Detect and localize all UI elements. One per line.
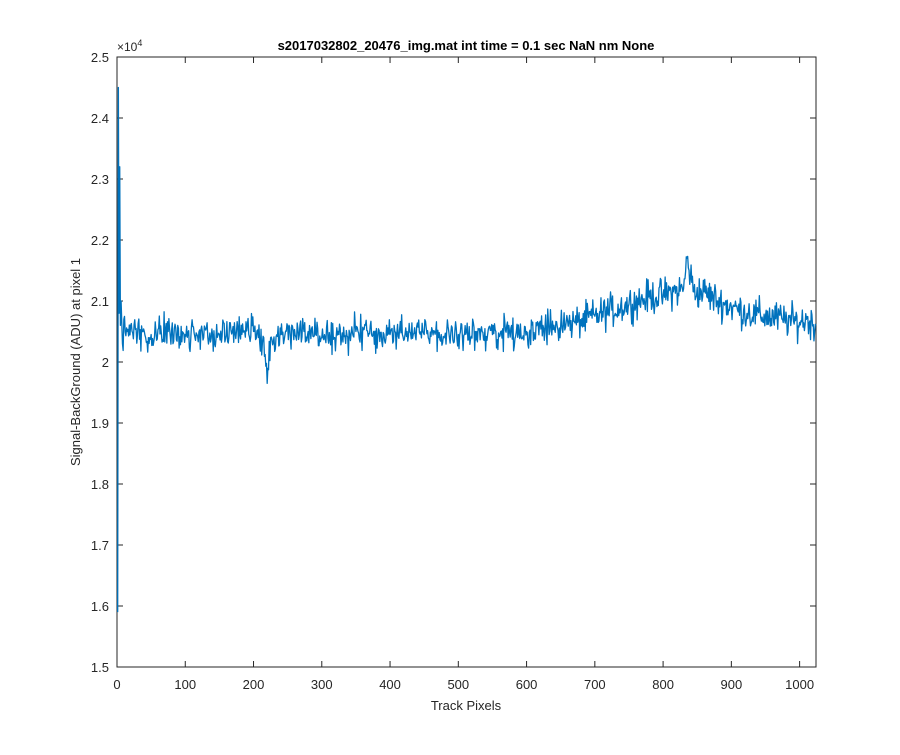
y-tick-label: 2.1 [91,294,109,309]
y-tick-label: 1.8 [91,477,109,492]
y-tick-label: 2.3 [91,172,109,187]
y-tick-label: 2.5 [91,50,109,65]
x-tick-label: 500 [447,677,469,692]
x-tick-label: 900 [721,677,743,692]
x-tick-label: 600 [516,677,538,692]
x-tick-label: 200 [243,677,265,692]
y-axis: 1.5 1.6 1.7 1.8 1.9 2 2.1 2.2 2.3 2.4 2.5 [91,50,816,675]
x-axis: 0 100 200 300 400 500 600 700 800 900 1000 [113,57,814,692]
chart-title: s2017032802_20476_img.mat int time = 0.1… [278,38,655,53]
plot-area [116,56,817,668]
y-exponent-label: ×104 [117,38,142,54]
x-tick-label: 400 [379,677,401,692]
y-tick-label: 1.9 [91,416,109,431]
x-tick-label: 700 [584,677,606,692]
y-axis-label: Signal-BackGround (ADU) at pixel 1 [68,258,83,466]
y-tick-label: 2.2 [91,233,109,248]
x-tick-label: 100 [174,677,196,692]
data-series-line [117,86,817,613]
y-tick-label: 1.7 [91,538,109,553]
x-tick-label: 800 [652,677,674,692]
x-tick-label: 0 [113,677,120,692]
x-axis-label: Track Pixels [431,698,502,713]
x-tick-label: 1000 [785,677,814,692]
y-tick-label: 2 [102,355,109,370]
y-tick-label: 1.6 [91,599,109,614]
y-tick-label: 2.4 [91,111,109,126]
x-tick-label: 300 [311,677,333,692]
y-tick-label: 1.5 [91,660,109,675]
